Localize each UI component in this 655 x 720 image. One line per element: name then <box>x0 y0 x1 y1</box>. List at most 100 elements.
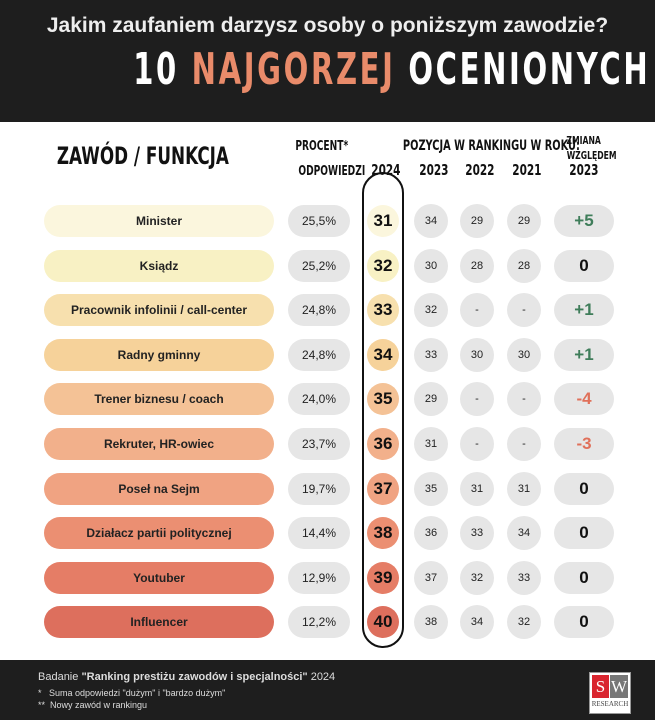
study-line: Badanie "Ranking prestiżu zawodów i spec… <box>38 671 335 684</box>
col-year: 2021 <box>506 162 542 180</box>
col-ranking-text: POZYCJA W RANKINGU W ROKU: <box>402 138 580 154</box>
profession-label: Minister <box>44 205 274 237</box>
rank-2023: 35 <box>414 471 448 506</box>
col-year: 2023 <box>413 162 449 180</box>
rank-2023: 33 <box>414 337 448 372</box>
rank-2021: - <box>507 382 541 417</box>
rank-2022: 32 <box>460 560 494 595</box>
logo-text: RESEARCH <box>591 700 629 708</box>
profession-label: Radny gminny <box>44 338 274 371</box>
rank-2023: 32 <box>414 293 448 328</box>
change-value: -3 <box>554 428 614 460</box>
table-row: Youtuber 12,9% 39 37 32 33 0 <box>0 560 655 595</box>
rank-2024: 35 <box>367 383 399 416</box>
change-value: 0 <box>554 517 614 550</box>
change-value: +1 <box>554 294 614 327</box>
rank-2021: - <box>507 427 541 461</box>
col-change-1: ZMIANA <box>556 131 612 149</box>
table-row: Influencer 12,2% 40 38 34 32 0 <box>0 605 655 640</box>
col-profession: ZAWÓD / FUNKCJA <box>20 142 240 170</box>
rank-2024: 38 <box>367 517 399 550</box>
col-change-3-text: 2023 <box>569 161 599 179</box>
rank-2023: 29 <box>414 382 448 417</box>
footnote-2: ** Nowy zawód w rankingu <box>38 700 148 710</box>
logo-w: W <box>610 675 628 698</box>
rank-2023: 34 <box>414 204 448 238</box>
study-year: 2024 <box>307 671 336 683</box>
rank-2021: 33 <box>507 560 541 595</box>
col-percent-1-text: PROCENT* <box>295 139 349 154</box>
rank-2021: 29 <box>507 204 541 238</box>
rank-2024: 33 <box>367 294 399 327</box>
rank-2023: 36 <box>414 516 448 551</box>
footnote-1: * Suma odpowiedzi "dużym" i "bardzo duży… <box>38 688 226 698</box>
profession-label: Działacz partii politycznej <box>44 517 274 550</box>
title-number: 10 <box>133 44 179 95</box>
profession-label: Influencer <box>44 606 274 639</box>
change-value: +5 <box>554 205 614 237</box>
percent-value: 24,8% <box>288 338 350 371</box>
table-row: Działacz partii politycznej 14,4% 38 36 … <box>0 516 655 551</box>
rank-2024: 32 <box>367 249 399 282</box>
profession-label: Youtuber <box>44 561 274 594</box>
profession-label: Pracownik infolinii / call-center <box>44 294 274 327</box>
profession-label: Poseł na Sejm <box>44 472 274 505</box>
study-prefix: Badanie <box>38 671 82 683</box>
col-change-3: 2023 <box>556 162 612 180</box>
rank-2021: 31 <box>507 471 541 506</box>
rank-2022: 29 <box>460 204 494 238</box>
percent-value: 25,5% <box>288 205 350 237</box>
table-row: Radny gminny 24,8% 34 33 30 30 +1 <box>0 337 655 372</box>
col-ranking: POZYCJA W RANKINGU W ROKU: <box>365 137 580 155</box>
rank-2023: 37 <box>414 560 448 595</box>
title-highlight: NAJGORZEJ <box>191 44 396 95</box>
percent-value: 19,7% <box>288 472 350 505</box>
col-year: 2022 <box>459 162 495 180</box>
rank-2022: 28 <box>460 248 494 283</box>
rank-2024: 36 <box>367 428 399 460</box>
change-value: -4 <box>554 383 614 416</box>
table-row: Ksiądz 25,2% 32 30 28 28 0 <box>0 248 655 283</box>
change-value: 0 <box>554 249 614 282</box>
change-value: 0 <box>554 561 614 594</box>
rank-2021: 34 <box>507 516 541 551</box>
rank-2021: - <box>507 293 541 328</box>
header-banner: Jakim zaufaniem darzysz osoby o poniższy… <box>0 0 655 122</box>
rank-2023: 38 <box>414 605 448 640</box>
table-row: Trener biznesu / coach 24,0% 35 29 - - -… <box>0 382 655 417</box>
col-percent-1: PROCENT* <box>284 137 354 155</box>
profession-label: Rekruter, HR-owiec <box>44 428 274 460</box>
table-row: Pracownik infolinii / call-center 24,8% … <box>0 293 655 328</box>
study-name: "Ranking prestiżu zawodów i specjalności… <box>81 671 308 683</box>
col-year-text: 2021 <box>512 161 542 179</box>
col-year-text: 2023 <box>419 161 449 179</box>
col-percent-2-text: ODPOWIEDZI <box>298 164 366 179</box>
rank-2022: - <box>460 382 494 417</box>
change-value: 0 <box>554 472 614 505</box>
col-percent-2: ODPOWIEDZI <box>284 162 365 180</box>
rank-2021: 30 <box>507 337 541 372</box>
table-row: Poseł na Sejm 19,7% 37 35 31 31 0 <box>0 471 655 506</box>
rank-2022: 34 <box>460 605 494 640</box>
sw-research-logo: S W RESEARCH <box>589 672 631 714</box>
col-year-text: 2022 <box>465 161 495 179</box>
rank-2022: 30 <box>460 337 494 372</box>
rank-2022: - <box>460 427 494 461</box>
table-row: Minister 25,5% 31 34 29 29 +5 <box>0 204 655 238</box>
rank-2024: 40 <box>367 606 399 639</box>
rank-2021: 32 <box>507 605 541 640</box>
percent-value: 24,8% <box>288 294 350 327</box>
col-profession-text: ZAWÓD / FUNKCJA <box>56 142 229 170</box>
rank-2024: 37 <box>367 472 399 505</box>
col-change-1-text: ZMIANA <box>566 134 602 147</box>
highlight-2024-outline <box>362 172 404 648</box>
change-value: +1 <box>554 338 614 371</box>
col-change-2: WZGLĘDEM <box>556 146 617 164</box>
rank-2024: 39 <box>367 561 399 594</box>
percent-value: 25,2% <box>288 249 350 282</box>
rank-2022: - <box>460 293 494 328</box>
percent-value: 24,0% <box>288 383 350 416</box>
percent-value: 12,2% <box>288 606 350 639</box>
rank-2023: 30 <box>414 248 448 283</box>
table-row: Rekruter, HR-owiec 23,7% 36 31 - - -3 <box>0 427 655 461</box>
